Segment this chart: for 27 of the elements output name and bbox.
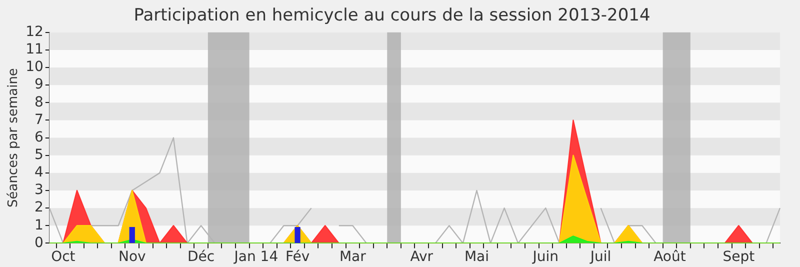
x-tick-label: Oct (51, 249, 76, 266)
y-tick-label: 11 (26, 42, 44, 58)
x-tick-label: Mar (339, 249, 366, 266)
y-tick-label: 8 (34, 94, 44, 110)
x-tick-label: Mai (464, 249, 490, 266)
y-tick-label: 6 (34, 129, 44, 146)
y-tick-label: 4 (34, 164, 44, 181)
y-tick-label: 3 (34, 182, 44, 198)
x-tick-label: Sept (722, 249, 756, 266)
x-tick-label: Déc (188, 249, 215, 266)
y-tick-label: 5 (34, 147, 44, 164)
x-tick-label: Nov (118, 249, 146, 266)
x-tick-label: Fév (285, 249, 310, 266)
x-tick-label: Juin (532, 249, 559, 266)
y-tick-label: 7 (34, 112, 44, 128)
y-tick-label: 12 (26, 24, 44, 40)
y-tick-label: 2 (34, 200, 44, 216)
x-tick-label: Juil (589, 249, 612, 266)
y-tick-label: 1 (34, 217, 44, 234)
x-tick-label: Avr (410, 249, 434, 266)
x-tick-label: Août (654, 249, 686, 266)
chart-title: Participation en hemicycle au cours de la session 2013-2014 (134, 6, 650, 26)
x-tick-label: Jan 14 (233, 249, 278, 266)
y-tick-label: 0 (34, 234, 44, 251)
y-tick-label: 9 (34, 76, 44, 93)
y-tick-label: 10 (26, 59, 44, 76)
y-axis-title: Séances par semaine (6, 68, 22, 208)
